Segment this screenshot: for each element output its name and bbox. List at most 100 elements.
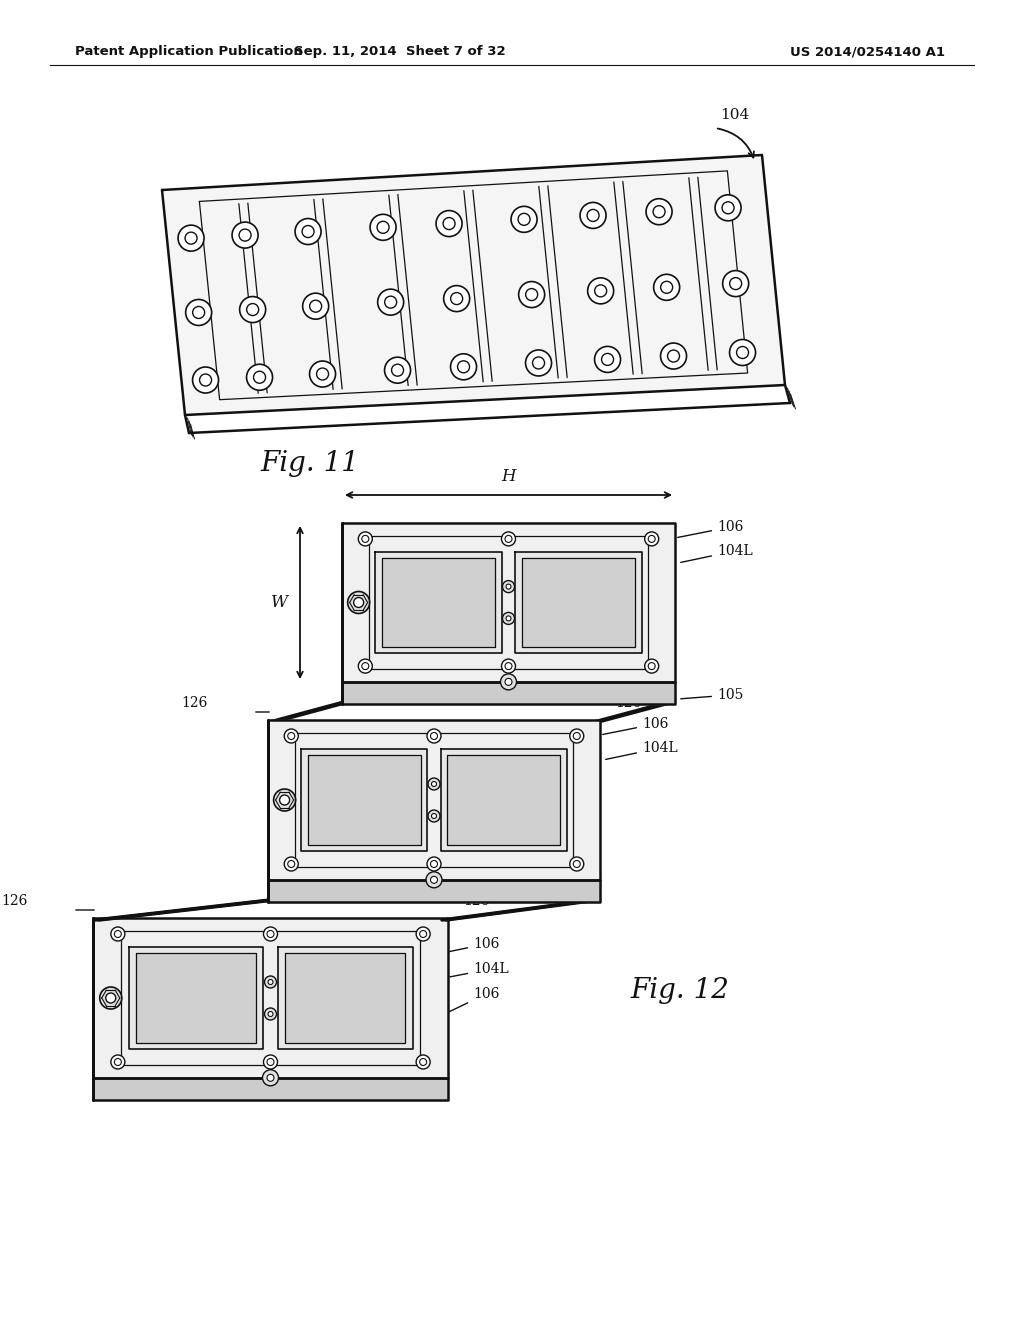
- Circle shape: [427, 729, 441, 743]
- Circle shape: [573, 733, 581, 739]
- Circle shape: [715, 195, 741, 220]
- Circle shape: [501, 675, 516, 690]
- Circle shape: [502, 659, 515, 673]
- Circle shape: [316, 368, 329, 380]
- Polygon shape: [93, 1078, 449, 1100]
- Circle shape: [370, 214, 396, 240]
- Circle shape: [595, 346, 621, 372]
- Circle shape: [99, 987, 122, 1008]
- Circle shape: [358, 659, 373, 673]
- Circle shape: [240, 297, 265, 322]
- Circle shape: [264, 1008, 276, 1020]
- Circle shape: [273, 789, 296, 810]
- Circle shape: [645, 532, 658, 546]
- Circle shape: [518, 214, 530, 226]
- Circle shape: [601, 354, 613, 366]
- Text: 106: 106: [678, 520, 743, 537]
- Circle shape: [503, 581, 514, 593]
- Circle shape: [263, 1055, 278, 1069]
- Circle shape: [285, 857, 298, 871]
- Circle shape: [263, 927, 278, 941]
- Polygon shape: [93, 917, 449, 1078]
- Circle shape: [668, 350, 680, 362]
- Circle shape: [416, 1055, 430, 1069]
- Circle shape: [267, 1059, 274, 1065]
- Circle shape: [653, 206, 665, 218]
- Polygon shape: [342, 523, 675, 682]
- Text: Fig. 11: Fig. 11: [260, 450, 359, 477]
- Text: 104: 104: [720, 108, 750, 121]
- Circle shape: [267, 931, 274, 937]
- Text: 104L: 104L: [421, 962, 509, 982]
- Circle shape: [569, 729, 584, 743]
- Circle shape: [436, 211, 462, 236]
- Circle shape: [506, 583, 511, 589]
- Circle shape: [506, 616, 511, 620]
- Text: 126: 126: [181, 696, 208, 710]
- Circle shape: [646, 199, 672, 224]
- Circle shape: [723, 271, 749, 297]
- Circle shape: [309, 362, 336, 387]
- Circle shape: [105, 993, 116, 1003]
- Circle shape: [377, 222, 389, 234]
- Circle shape: [185, 300, 212, 326]
- Circle shape: [431, 813, 436, 818]
- Circle shape: [361, 536, 369, 543]
- Circle shape: [660, 281, 673, 293]
- Circle shape: [303, 293, 329, 319]
- Circle shape: [729, 339, 756, 366]
- Text: 104L: 104L: [606, 741, 678, 759]
- Polygon shape: [301, 748, 427, 851]
- Circle shape: [268, 1011, 273, 1016]
- Polygon shape: [382, 558, 496, 647]
- Circle shape: [115, 931, 122, 937]
- Circle shape: [525, 289, 538, 301]
- Polygon shape: [440, 748, 567, 851]
- Circle shape: [451, 293, 463, 305]
- Circle shape: [428, 810, 440, 822]
- Circle shape: [358, 532, 373, 546]
- Circle shape: [505, 678, 512, 685]
- Circle shape: [115, 1059, 122, 1065]
- Circle shape: [428, 777, 440, 789]
- Circle shape: [595, 285, 606, 297]
- Text: 106: 106: [421, 937, 500, 957]
- Circle shape: [378, 289, 403, 315]
- Polygon shape: [135, 953, 256, 1043]
- Circle shape: [385, 358, 411, 383]
- Circle shape: [648, 663, 655, 669]
- Circle shape: [420, 1059, 427, 1065]
- Circle shape: [185, 232, 197, 244]
- Circle shape: [430, 876, 437, 883]
- Circle shape: [645, 659, 658, 673]
- Polygon shape: [522, 558, 635, 647]
- Circle shape: [111, 927, 125, 941]
- Polygon shape: [162, 154, 785, 414]
- Polygon shape: [278, 946, 413, 1049]
- Circle shape: [503, 612, 514, 624]
- Circle shape: [361, 663, 369, 669]
- Circle shape: [569, 857, 584, 871]
- Circle shape: [443, 285, 470, 312]
- Circle shape: [302, 226, 314, 238]
- Circle shape: [502, 532, 515, 546]
- Circle shape: [648, 536, 655, 543]
- Circle shape: [736, 346, 749, 359]
- Text: US 2014/0254140 A1: US 2014/0254140 A1: [790, 45, 945, 58]
- Circle shape: [268, 979, 273, 985]
- Circle shape: [518, 281, 545, 308]
- Polygon shape: [128, 946, 263, 1049]
- Circle shape: [451, 354, 476, 380]
- Text: 106: 106: [278, 987, 500, 1094]
- Circle shape: [232, 222, 258, 248]
- Circle shape: [262, 1069, 279, 1086]
- Circle shape: [443, 218, 455, 230]
- Circle shape: [193, 367, 218, 393]
- Circle shape: [385, 296, 396, 308]
- Circle shape: [353, 598, 364, 607]
- Circle shape: [458, 360, 470, 372]
- Polygon shape: [268, 880, 600, 902]
- Circle shape: [416, 927, 430, 941]
- Circle shape: [391, 364, 403, 376]
- Circle shape: [267, 1074, 274, 1081]
